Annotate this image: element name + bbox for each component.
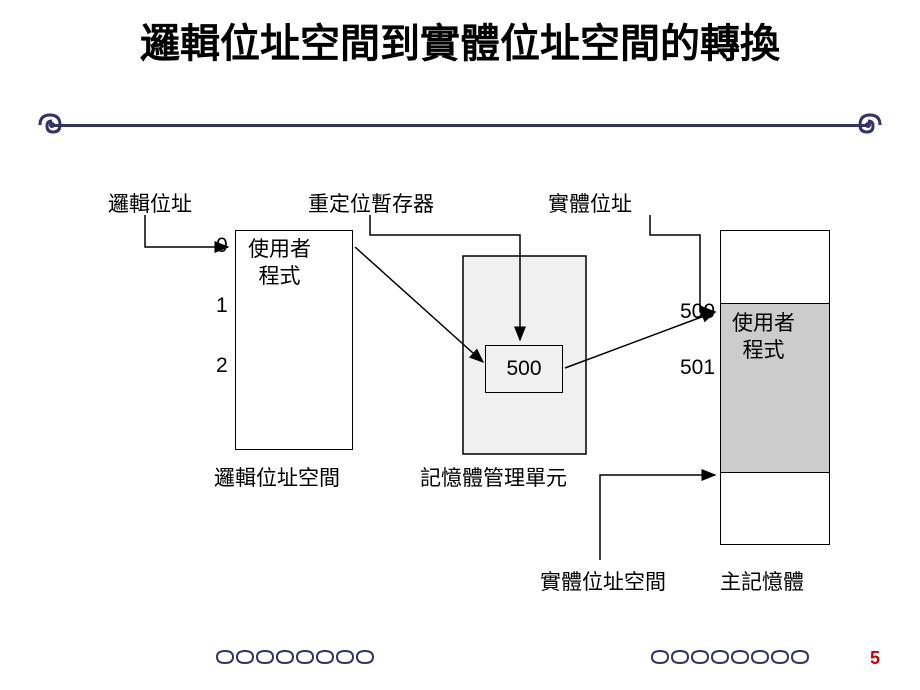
chain-ornament-right xyxy=(650,648,810,666)
address-0: 0 xyxy=(216,234,228,258)
user-program-left: 使用者程式 xyxy=(248,236,311,291)
label-main-memory: 主記憶體 xyxy=(720,566,804,596)
register-value: 500 xyxy=(506,357,541,381)
label-mmu: 記憶體管理單元 xyxy=(420,462,567,492)
memory-addr-500: 500 xyxy=(680,300,715,324)
label-logical-address: 邏輯位址 xyxy=(108,188,192,218)
address-1: 1 xyxy=(216,294,228,318)
label-relocation-register: 重定位暫存器 xyxy=(308,188,434,218)
label-physical-address: 實體位址 xyxy=(548,188,632,218)
page-number: 5 xyxy=(870,648,880,669)
divider-top xyxy=(50,124,870,127)
memory-addr-501: 501 xyxy=(680,356,715,380)
address-2: 2 xyxy=(216,354,228,378)
slide-title: 邏輯位址空間到實體位址空間的轉換 xyxy=(0,20,920,68)
chain-ornament-left xyxy=(215,648,375,666)
label-logical-space: 邏輯位址空間 xyxy=(214,462,340,492)
user-program-right: 使用者程式 xyxy=(732,310,795,365)
register-value-box: 500 xyxy=(485,345,563,393)
ornament-right xyxy=(845,110,885,140)
label-physical-space: 實體位址空間 xyxy=(540,566,666,596)
